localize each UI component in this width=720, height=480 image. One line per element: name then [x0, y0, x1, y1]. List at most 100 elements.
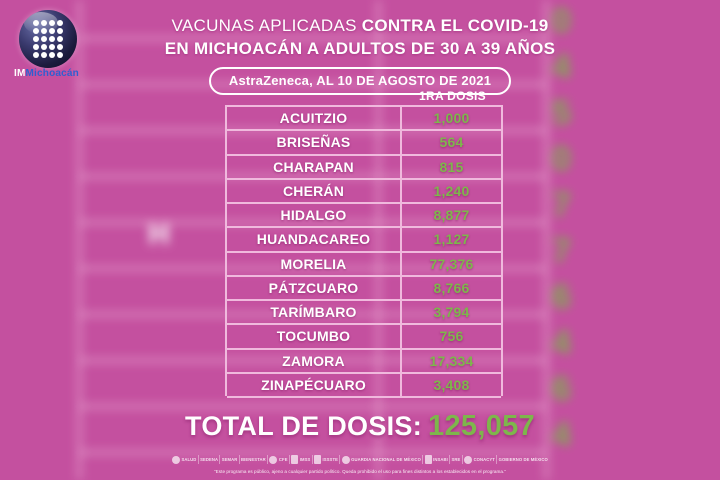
page-title-line-2: EN MICHOACÁN A ADULTOS DE 30 A 39 AÑOS — [164, 39, 556, 58]
footer-logo-bienestar: BIENESTAR — [241, 457, 266, 462]
footer-logo-semar: SEMAR — [222, 457, 238, 462]
footer-divider — [422, 455, 424, 464]
dose1-value: 3,408 — [433, 376, 470, 393]
municipality-name: BRISEÑAS — [227, 131, 402, 154]
footer-divider — [219, 455, 221, 464]
footer-logo-label: IMSS — [299, 457, 311, 462]
logo-text-primary: IM — [14, 68, 26, 79]
background-number-ghost: 7 — [552, 186, 571, 224]
footer-divider — [267, 455, 269, 464]
background-row — [81, 224, 545, 270]
footer-logo-label: SALUD — [181, 457, 197, 462]
dose1-value: 1,000 — [433, 110, 470, 127]
footer-logo-cfe: CFE — [269, 455, 288, 464]
footer-logo-insabi: INSABI — [424, 455, 448, 464]
background-text-ghost: H — [148, 218, 170, 251]
cfe-icon — [269, 455, 278, 464]
footer-logo-label: INSABI — [433, 457, 448, 462]
page-title-line-1: VACUNAS APLICADAS CONTRA EL COVID-19 — [0, 14, 720, 37]
municipality-name: MORELIA — [227, 252, 402, 275]
footer-logo-issste: ISSSTE — [314, 455, 338, 464]
footer-logo-label: GUARDIA NACIONAL DE MÉXICO — [351, 457, 421, 462]
footer-logo-imss: IMSS — [291, 455, 310, 464]
footer-divider — [288, 455, 290, 464]
table-row: CHARAPAN 815 — [227, 155, 501, 180]
dose1-value: 77,376 — [429, 255, 474, 272]
municipality-name: TOCUMBO — [227, 325, 402, 348]
footer-divider — [197, 455, 199, 464]
background-row — [81, 270, 545, 316]
footer-divider — [496, 455, 498, 464]
footer-logo-label: CONACYT — [473, 457, 495, 462]
footer: SALUD SEDENA SEMAR BIENESTAR CFE IMSS IS… — [0, 450, 720, 480]
dose1-value: 17,334 — [429, 352, 474, 369]
guardia-nacional-icon — [341, 455, 350, 464]
dose1-value: 1,127 — [433, 231, 470, 248]
background-row — [81, 408, 545, 454]
dose1-value: 3,794 — [433, 304, 470, 321]
table-row: ZINAPÉCUARO 3,408 — [227, 373, 501, 398]
municipality-name: HUANDACAREO — [227, 228, 402, 251]
table-row: ZAMORA 17,334 — [227, 349, 501, 374]
footer-divider — [461, 455, 463, 464]
footer-logo-label: BIENESTAR — [241, 457, 266, 462]
sphere-icon — [19, 10, 77, 68]
issste-icon — [314, 455, 321, 464]
municipality-name: ACUITZIO — [227, 107, 402, 130]
background-row — [81, 178, 545, 224]
legal-disclaimer: "Este programa es público, ajeno a cualq… — [213, 469, 507, 474]
background-number-ghost: 7 — [552, 232, 571, 270]
background-number-ghost: 4 — [552, 416, 571, 454]
title-block: VACUNAS APLICADAS CONTRA EL COVID-19 EN … — [0, 14, 720, 95]
table-row: HUANDACAREO 1,127 — [227, 228, 501, 253]
table-row: CHERÁN 1,240 — [227, 179, 501, 204]
footer-logo-conacyt: CONACYT — [464, 455, 495, 464]
footer-divider — [449, 455, 451, 464]
dose1-value: 8,766 — [433, 279, 470, 296]
dose1-value: 1,240 — [433, 182, 470, 199]
background-row — [81, 132, 545, 178]
table-row: BRISEÑAS 564 — [227, 131, 501, 156]
total-label: TOTAL DE DOSIS: — [185, 411, 423, 441]
background-row — [81, 40, 545, 86]
dose1-value: 756 — [439, 328, 464, 345]
logo-text-secondary: Michoacán — [25, 68, 79, 79]
footer-logo-label: SEDENA — [200, 457, 219, 462]
background-number-ghost: 4 — [552, 324, 571, 362]
conacyt-icon — [464, 455, 473, 464]
municipality-name: ZAMORA — [227, 349, 402, 372]
background-number-ghost: 6 — [552, 370, 571, 408]
footer-divider — [311, 455, 313, 464]
footer-logo-label: ISSSTE — [322, 457, 338, 462]
dose1-value: 815 — [439, 158, 464, 175]
municipality-name: ZINAPÉCUARO — [227, 373, 402, 396]
total-value: 125,057 — [428, 410, 535, 442]
total-row: TOTAL DE DOSIS: 125,057 — [0, 410, 720, 443]
footer-divider — [339, 455, 341, 464]
footer-logo-sedena: SEDENA — [200, 457, 218, 462]
column-header-dose1: 1RA DOSIS — [419, 89, 486, 103]
insabi-icon — [424, 455, 432, 464]
page-title-line-1-a: VACUNAS APLICADAS — [171, 16, 362, 35]
footer-logo-label: GOBIERNO DE MÉXICO — [498, 457, 548, 462]
footer-divider — [238, 455, 240, 464]
table-row: MORELIA 77,376 — [227, 252, 501, 277]
footer-logo-label: SEMAR — [221, 457, 238, 462]
background-col-divider — [377, 0, 380, 480]
footer-logo-guardia-nacional: GUARDIA NACIONAL DE MÉXICO — [341, 455, 421, 464]
dose1-value: 8,877 — [433, 207, 470, 224]
dot-grid-icon — [33, 20, 63, 58]
table-row: HIDALGO 8,877 — [227, 204, 501, 229]
dose1-value: 564 — [439, 134, 464, 151]
government-logo-strip: SALUD SEDENA SEMAR BIENESTAR CFE IMSS IS… — [172, 452, 548, 467]
footer-logo-label: SRE — [451, 457, 461, 462]
municipality-name: PÁTZCUARO — [227, 276, 402, 299]
table-row: ACUITZIO 1,000 — [227, 107, 501, 132]
table-row: PÁTZCUARO 8,766 — [227, 276, 501, 301]
background-number-ghost: 0 — [552, 2, 571, 40]
table-row: TARÍMBARO 3,794 — [227, 301, 501, 326]
municipality-name: CHARAPAN — [227, 155, 402, 178]
footer-logo-gobierno-de-mexico: GOBIERNO DE MÉXICO — [499, 457, 548, 462]
